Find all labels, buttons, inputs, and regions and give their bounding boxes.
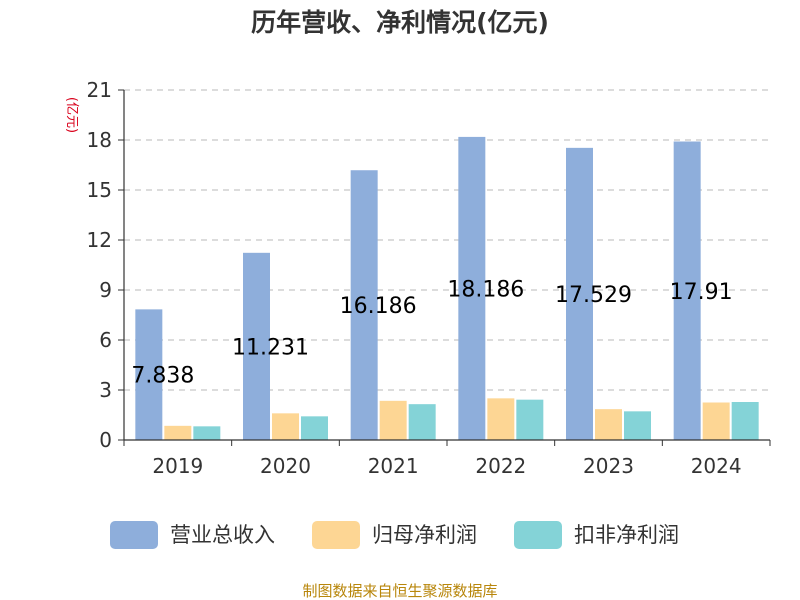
- bar-revenue-2021[interactable]: [350, 170, 378, 440]
- data-label-revenue: 17.529: [555, 283, 632, 308]
- legend-label: 归母净利润: [372, 523, 477, 547]
- x-tick-label: 2020: [260, 454, 311, 478]
- legend-label: 营业总收入: [170, 523, 275, 547]
- bar-revenue-2024[interactable]: [673, 141, 701, 441]
- bar-net-profit-2019[interactable]: [164, 425, 192, 440]
- y-tick-label: 21: [87, 78, 112, 102]
- bars: [135, 136, 759, 441]
- y-axis-label: (亿元): [64, 97, 79, 133]
- bar-revenue-2020[interactable]: [243, 252, 270, 440]
- bar-deducted-net-profit-2020[interactable]: [301, 416, 328, 440]
- bar-net-profit-2020[interactable]: [272, 413, 299, 440]
- legend-swatch: [312, 521, 360, 549]
- bar-deducted-net-profit-2022[interactable]: [516, 399, 544, 440]
- legend-label: 扣非净利润: [574, 523, 679, 547]
- y-axis-ticks: 0 3 6 9 12 15 18 21: [87, 78, 124, 452]
- y-tick-label: 12: [87, 228, 112, 252]
- bar-net-profit-2021[interactable]: [379, 400, 407, 440]
- legend-item[interactable]: 归母净利润: [312, 521, 477, 549]
- bar-deducted-net-profit-2019[interactable]: [193, 426, 221, 440]
- y-tick-label: 15: [87, 178, 112, 202]
- grid-lines: [124, 89, 770, 391]
- x-tick-label: 2021: [368, 454, 419, 478]
- y-tick-label: 9: [99, 278, 112, 302]
- bar-net-profit-2024[interactable]: [702, 402, 730, 441]
- legend-swatch: [514, 521, 562, 549]
- bar-net-profit-2022[interactable]: [487, 398, 515, 440]
- chart-title: 历年营收、净利情况(亿元): [251, 8, 549, 37]
- bar-revenue-2023[interactable]: [566, 147, 593, 440]
- x-tick-label: 2023: [583, 454, 634, 478]
- legend-item[interactable]: 扣非净利润: [514, 521, 679, 549]
- data-label-revenue: 7.838: [131, 364, 194, 389]
- bar-net-profit-2023[interactable]: [595, 409, 622, 440]
- source-note: 制图数据来自恒生聚源数据库: [302, 582, 497, 600]
- legend-item[interactable]: 营业总收入: [110, 521, 275, 549]
- x-tick-label: 2019: [152, 454, 203, 478]
- y-tick-label: 6: [99, 328, 112, 352]
- bar-deducted-net-profit-2024[interactable]: [731, 402, 759, 440]
- data-labels: 7.838 11.231 16.186 18.186 17.529 17.91: [131, 277, 732, 388]
- bar-deducted-net-profit-2023[interactable]: [624, 411, 651, 440]
- y-tick-label: 0: [99, 428, 112, 452]
- y-tick-label: 3: [99, 378, 112, 402]
- bar-deducted-net-profit-2021[interactable]: [408, 404, 436, 440]
- data-label-revenue: 17.91: [670, 280, 733, 305]
- x-tick-label: 2024: [691, 454, 742, 478]
- legend[interactable]: 营业总收入 归母净利润 扣非净利润: [110, 521, 679, 549]
- x-tick-label: 2022: [475, 454, 526, 478]
- bar-revenue-2022[interactable]: [458, 136, 486, 440]
- axes: [123, 90, 771, 446]
- x-axis-ticks: 2019 2020 2021 2022 2023 2024: [152, 454, 741, 478]
- legend-swatch: [110, 521, 158, 549]
- y-tick-label: 18: [87, 128, 112, 152]
- data-label-revenue: 11.231: [232, 335, 309, 360]
- data-label-revenue: 16.186: [340, 294, 417, 319]
- bar-revenue-2019[interactable]: [135, 309, 163, 440]
- data-label-revenue: 18.186: [447, 277, 524, 302]
